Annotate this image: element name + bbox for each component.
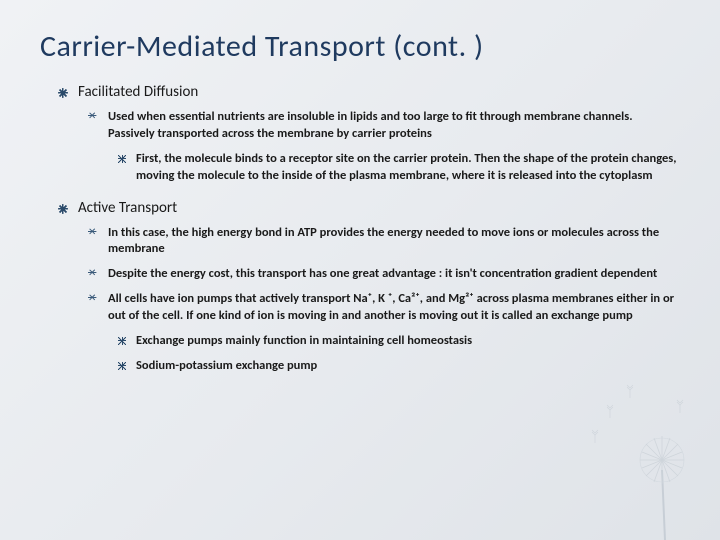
bullet-l3: Sodium-potassium exchange pump — [118, 358, 680, 375]
bullet-l2: In this case, the high energy bond in AT… — [88, 225, 680, 259]
bullet-l3: Exchange pumps mainly function in mainta… — [118, 333, 680, 350]
bullet-l2: Despite the energy cost, this transport … — [88, 266, 680, 283]
section-heading: Facilitated Diffusion — [58, 83, 680, 101]
bullet-l2: All cells have ion pumps that actively t… — [88, 291, 680, 325]
slide-title: Carrier-Mediated Transport (cont. ) — [40, 28, 680, 65]
bullet-l3: First, the molecule binds to a receptor … — [118, 151, 680, 185]
section-heading: Active Transport — [58, 199, 680, 217]
bullet-l2: Used when essential nutrients are insolu… — [88, 109, 680, 143]
slide: Carrier-Mediated Transport (cont. ) Faci… — [0, 0, 720, 540]
